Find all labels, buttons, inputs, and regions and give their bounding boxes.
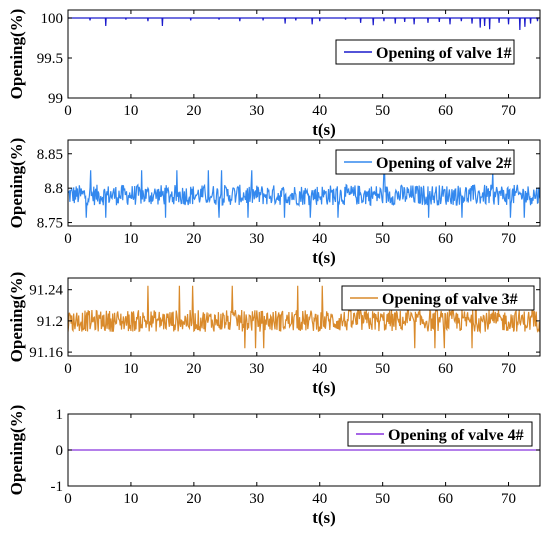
- x-tick-label: 0: [64, 103, 72, 119]
- x-tick-label: 30: [249, 103, 264, 119]
- chart-panel-1: 0 10 20 30 40 50 60 70 99 99.5 100 t(s) Opening(%) Op…: [7, 9, 541, 139]
- x-tick-label: 50: [375, 361, 390, 377]
- x-tick-label: 50: [375, 491, 390, 507]
- legend-label: Opening of valve 4#: [388, 427, 524, 444]
- x-axis-label: t(s): [312, 120, 336, 139]
- x-tick-label: 30: [249, 361, 264, 377]
- legend-label: Opening of valve 2#: [376, 155, 512, 172]
- x-tick-label: 30: [249, 491, 264, 507]
- x-tick-label: 20: [186, 361, 201, 377]
- x-axis-label: t(s): [312, 248, 336, 267]
- y-tick-label: 99.5: [37, 51, 63, 67]
- x-tick-label: 20: [186, 491, 201, 507]
- x-tick-label: 10: [123, 491, 138, 507]
- x-tick-label: 0: [64, 231, 72, 247]
- x-tick-label: 40: [312, 491, 327, 507]
- x-tick-label: 60: [438, 491, 453, 507]
- x-tick-label: 30: [249, 231, 264, 247]
- x-tick-label: 70: [501, 361, 516, 377]
- x-tick-label: 70: [501, 231, 516, 247]
- axes-frame: [67, 9, 541, 99]
- y-tick-label: 1: [56, 407, 64, 423]
- legend: Opening of valve 1#: [335, 39, 515, 65]
- x-tick-label: 60: [438, 231, 453, 247]
- legend: Opening of valve 4#: [347, 421, 533, 447]
- y-axis-label: Opening(%): [7, 405, 26, 496]
- x-tick-label: 70: [501, 103, 516, 119]
- y-tick-label: 91.24: [29, 283, 63, 299]
- y-tick-label: 100: [41, 11, 64, 27]
- y-tick-label: 8.8: [44, 181, 63, 197]
- series-line-valve-3: [68, 285, 540, 349]
- series-line-valve-2: [68, 169, 540, 218]
- chart-panel-2: 0 10 20 30 40 50 60 70 8.75 8.8 8.85 t(s) Opening(%)…: [7, 138, 541, 267]
- x-tick-label: 0: [64, 361, 72, 377]
- y-tick-label: 99: [48, 91, 63, 107]
- y-tick-label: -1: [51, 479, 64, 495]
- legend-label: Opening of valve 3#: [382, 291, 518, 308]
- y-axis-label: Opening(%): [7, 9, 26, 100]
- x-tick-label: 10: [123, 103, 138, 119]
- y-tick-label: 0: [56, 443, 64, 459]
- x-tick-label: 20: [186, 231, 201, 247]
- y-axis-label: Opening(%): [7, 138, 26, 229]
- x-tick-label: 10: [123, 231, 138, 247]
- legend-label: Opening of valve 1#: [376, 45, 512, 62]
- x-tick-label: 60: [438, 361, 453, 377]
- x-tick-label: 50: [375, 231, 390, 247]
- x-tick-label: 40: [312, 103, 327, 119]
- y-tick-label: 8.85: [37, 147, 63, 163]
- chart-panel-3: 0 10 20 30 40 50 60 70 91.16 91.2 91.24 t(s) Opening…: [7, 272, 541, 397]
- x-tick-label: 0: [64, 491, 72, 507]
- x-tick-label: 10: [123, 361, 138, 377]
- x-tick-label: 20: [186, 103, 201, 119]
- series-line-valve-1: [68, 17, 540, 31]
- x-axis-label: t(s): [312, 508, 336, 527]
- x-axis-label: t(s): [312, 378, 336, 397]
- x-tick-label: 40: [312, 231, 327, 247]
- x-tick-label: 70: [501, 491, 516, 507]
- y-axis-label: Opening(%): [7, 272, 26, 363]
- x-tick-label: 60: [438, 103, 453, 119]
- axes-frame: [67, 277, 541, 357]
- axes-frame: [67, 139, 541, 227]
- x-tick-label: 50: [375, 103, 390, 119]
- legend: Opening of valve 2#: [335, 149, 515, 175]
- y-tick-label: 8.75: [37, 216, 63, 232]
- legend: Opening of valve 3#: [341, 285, 535, 311]
- y-tick-label: 91.2: [37, 314, 63, 330]
- x-tick-label: 40: [312, 361, 327, 377]
- y-tick-label: 91.16: [29, 345, 63, 361]
